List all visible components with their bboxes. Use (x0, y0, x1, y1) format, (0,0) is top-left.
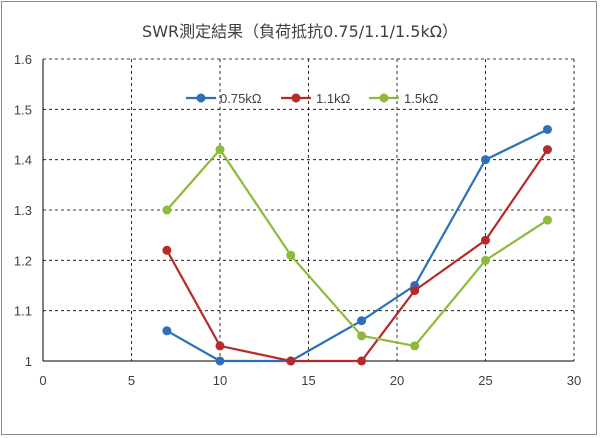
legend-marker (379, 93, 389, 103)
x-tick-label: 10 (213, 373, 227, 388)
x-tick-label: 15 (301, 373, 315, 388)
data-point (481, 235, 490, 245)
grid (43, 58, 575, 361)
data-point (542, 124, 552, 134)
legend-item: 1.1kΩ (281, 91, 351, 106)
data-point (286, 356, 296, 366)
data-point (410, 286, 420, 296)
series-3 (162, 145, 552, 351)
y-tick-label: 1.5 (14, 102, 32, 117)
series-area (162, 124, 552, 366)
x-tick-label: 25 (478, 373, 492, 388)
y-tick-label: 1.4 (14, 153, 32, 168)
legend: 0.75kΩ 1.1kΩ 1.5kΩ (186, 91, 439, 106)
data-point (481, 155, 490, 165)
legend-marker (196, 93, 206, 103)
series-2 (162, 145, 552, 366)
x-tick-label: 0 (39, 373, 46, 388)
data-point (542, 215, 552, 225)
y-tick-label: 1.6 (14, 52, 32, 67)
x-tick-label: 5 (128, 373, 135, 388)
x-tick-label: 30 (567, 373, 581, 388)
data-point (542, 145, 552, 155)
data-point (357, 316, 367, 326)
series-line (166, 147, 549, 348)
y-tick-label: 1.2 (14, 253, 32, 268)
data-point (286, 250, 296, 260)
data-point (357, 356, 367, 366)
x-tick-label: 20 (390, 373, 404, 388)
data-point (215, 145, 225, 155)
data-point (215, 356, 225, 366)
legend-marker (291, 93, 301, 103)
legend-item: 0.75kΩ (186, 91, 262, 106)
series-line (166, 128, 548, 363)
data-point (357, 331, 367, 341)
data-point (162, 326, 172, 336)
data-point (162, 245, 172, 255)
data-point (215, 341, 225, 351)
legend-item: 1.5kΩ (369, 91, 439, 106)
data-point (410, 341, 420, 351)
legend-label: 1.5kΩ (404, 91, 439, 106)
data-point (481, 255, 490, 265)
legend-label: 1.1kΩ (316, 91, 351, 106)
axes: 1 1.1 1.2 1.3 1.4 1.5 1.6 0 5 10 15 20 25 30 (14, 52, 581, 388)
legend-label: 0.75kΩ (220, 91, 262, 106)
y-tick-label: 1 (25, 354, 32, 369)
data-point (162, 205, 172, 215)
y-tick-label: 1.3 (14, 203, 32, 218)
chart-title: SWR測定結果（負荷抵抗0.75/1.1/1.5kΩ） (142, 22, 458, 41)
y-tick-label: 1.1 (14, 304, 32, 319)
